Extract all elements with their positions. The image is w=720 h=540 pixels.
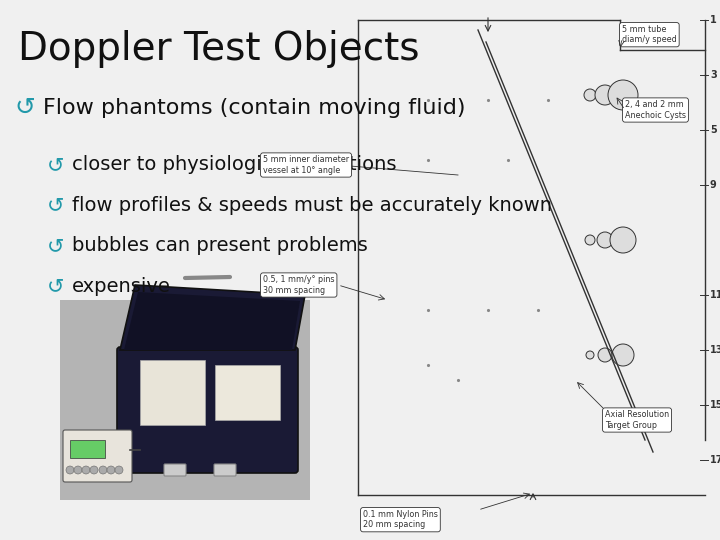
Polygon shape xyxy=(120,285,305,350)
Circle shape xyxy=(608,80,638,110)
Polygon shape xyxy=(124,292,300,350)
Circle shape xyxy=(107,466,115,474)
Bar xyxy=(60,300,310,500)
Text: ↺: ↺ xyxy=(47,154,64,175)
Text: Doppler Test Objects: Doppler Test Objects xyxy=(18,30,420,68)
Text: ↺: ↺ xyxy=(47,276,64,296)
Text: bubbles can present problems: bubbles can present problems xyxy=(72,236,368,255)
Text: 3: 3 xyxy=(710,70,716,80)
FancyBboxPatch shape xyxy=(140,360,205,425)
Circle shape xyxy=(597,232,613,248)
Text: ↺: ↺ xyxy=(47,235,64,256)
Text: expensive: expensive xyxy=(72,276,171,296)
Circle shape xyxy=(82,466,90,474)
Text: 11: 11 xyxy=(710,290,720,300)
Circle shape xyxy=(66,466,74,474)
Text: 5 mm tube
diam/y speed: 5 mm tube diam/y speed xyxy=(622,25,677,44)
Circle shape xyxy=(584,89,596,101)
Text: 1: 1 xyxy=(710,15,716,25)
Circle shape xyxy=(90,466,98,474)
FancyBboxPatch shape xyxy=(215,365,280,420)
Circle shape xyxy=(598,348,612,362)
Circle shape xyxy=(612,344,634,366)
Text: Axial Resolution
Target Group: Axial Resolution Target Group xyxy=(605,410,669,430)
Text: closer to physiological conditions: closer to physiological conditions xyxy=(72,155,397,174)
Circle shape xyxy=(610,227,636,253)
Circle shape xyxy=(99,466,107,474)
FancyBboxPatch shape xyxy=(63,430,132,482)
FancyBboxPatch shape xyxy=(117,347,298,473)
Text: 5 mm inner diameter
vessel at 10° angle: 5 mm inner diameter vessel at 10° angle xyxy=(263,156,349,175)
Text: 9: 9 xyxy=(710,180,716,190)
Circle shape xyxy=(595,85,615,105)
Text: flow profiles & speeds must be accurately known: flow profiles & speeds must be accuratel… xyxy=(72,195,552,215)
Text: 0.1 mm Nylon Pins
20 mm spacing: 0.1 mm Nylon Pins 20 mm spacing xyxy=(363,510,438,529)
Text: 0.5, 1 mm/y° pins
30 mm spacing: 0.5, 1 mm/y° pins 30 mm spacing xyxy=(263,275,335,295)
FancyBboxPatch shape xyxy=(164,464,186,476)
Circle shape xyxy=(115,466,123,474)
Circle shape xyxy=(74,466,82,474)
Text: 5: 5 xyxy=(710,125,716,135)
Text: ↺: ↺ xyxy=(14,96,35,120)
Text: 15: 15 xyxy=(710,400,720,410)
Text: 2, 4 and 2 mm
Anechoic Cysts: 2, 4 and 2 mm Anechoic Cysts xyxy=(625,100,686,120)
Circle shape xyxy=(585,235,595,245)
Circle shape xyxy=(586,351,594,359)
FancyBboxPatch shape xyxy=(214,464,236,476)
Text: 13: 13 xyxy=(710,345,720,355)
Text: ↺: ↺ xyxy=(47,195,64,215)
Text: Flow phantoms (contain moving fluid): Flow phantoms (contain moving fluid) xyxy=(43,98,466,118)
FancyBboxPatch shape xyxy=(70,440,105,458)
Text: 17: 17 xyxy=(710,455,720,465)
